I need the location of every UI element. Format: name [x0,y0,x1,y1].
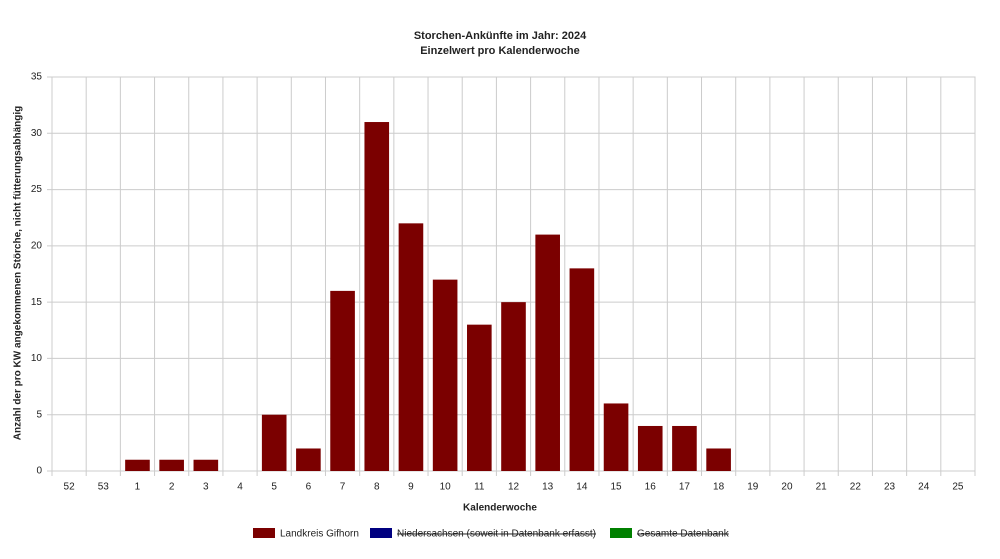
x-tick-label: 7 [340,482,346,493]
legend-swatch [370,528,392,538]
x-tick-label: 21 [816,482,828,493]
bar [569,268,595,471]
bar [467,324,492,471]
x-tick-label: 25 [952,482,964,493]
bar [706,448,731,471]
y-axis-label: Anzahl der pro KW angekommenen Störche, … [13,106,24,440]
bar [637,425,663,471]
legend-label: Niedersachsen (soweit in Datenbank erfas… [397,529,596,540]
x-tick-label: 4 [237,482,243,493]
y-tick-label: 30 [31,128,43,139]
y-tick-label: 5 [36,409,42,420]
legend-swatch [253,528,275,538]
x-tick-label: 9 [408,482,414,493]
x-tick-label: 8 [374,482,380,493]
x-tick-label: 11 [474,482,485,493]
x-tick-label: 2 [169,482,175,493]
bar [330,290,355,471]
bar [432,279,458,471]
y-tick-label: 10 [31,353,43,364]
x-tick-label: 16 [645,482,657,493]
x-axis-label: Kalenderwoche [463,503,537,514]
x-tick-label: 1 [135,482,141,493]
chart-subtitle: Einzelwert pro Kalenderwoche [420,45,580,57]
x-tick-label: 22 [850,482,862,493]
x-tick-label: 20 [781,482,793,493]
x-tick-label: 6 [306,482,312,493]
legend-label: Landkreis Gifhorn [280,529,359,540]
x-tick-label: 53 [98,482,110,493]
x-tick-label: 52 [64,482,76,493]
bar [159,459,184,471]
x-tick-label: 14 [576,482,588,493]
y-tick-label: 0 [36,466,42,477]
x-tick-label: 13 [542,482,554,493]
x-tick-label: 18 [713,482,725,493]
y-tick-label: 35 [31,72,43,83]
x-tick-label: 19 [747,482,759,493]
legend-label: Gesamte Datenbank [637,529,730,540]
x-tick-label: 3 [203,482,209,493]
bar [261,414,287,471]
bar [603,403,629,471]
bar [398,223,424,471]
y-tick-label: 25 [31,184,43,195]
x-tick-label: 24 [918,482,930,493]
bar [501,302,526,471]
y-tick-label: 20 [31,240,43,251]
bar [193,459,219,471]
bar [535,234,560,471]
chart-title: Storchen-Ankünfte im Jahr: 2024 [414,30,587,42]
x-tick-label: 17 [679,482,691,493]
x-tick-label: 15 [610,482,622,493]
bar [125,459,150,471]
legend-swatch [610,528,632,538]
bar [672,425,697,471]
x-tick-label: 10 [440,482,452,493]
x-tick-label: 23 [884,482,896,493]
bar [364,122,390,472]
x-tick-label: 5 [271,482,277,493]
y-tick-label: 15 [31,297,43,308]
x-tick-label: 12 [508,482,520,493]
bar [296,448,321,471]
